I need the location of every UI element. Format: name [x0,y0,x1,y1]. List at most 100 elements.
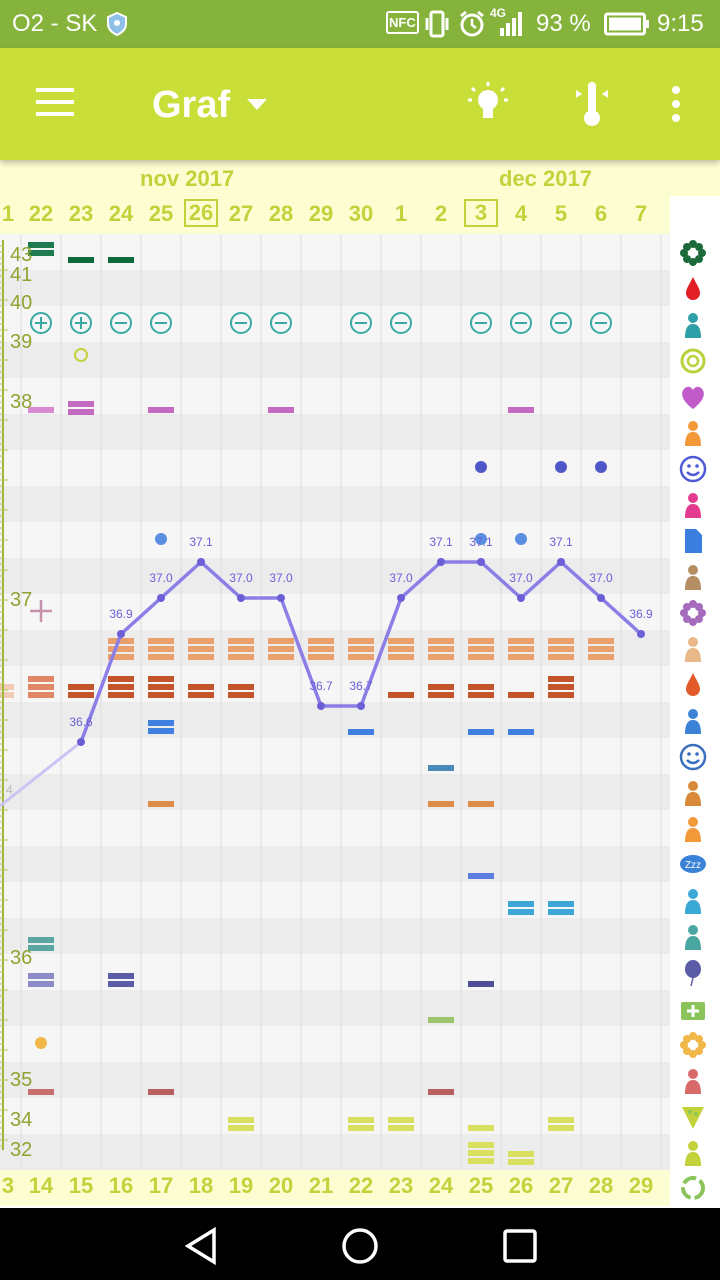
day-top-2[interactable]: 23 [68,201,94,226]
day-top-9[interactable]: 30 [348,201,374,226]
screen-title[interactable]: Graf [152,84,231,126]
minus-circle-icon [470,312,492,334]
back-pain-icon[interactable] [678,778,708,808]
day-top-0[interactable]: 1 [1,201,15,226]
day-top-12[interactable]: 3 [464,199,498,227]
day-top-16[interactable]: 7 [634,201,648,226]
day-top-1[interactable]: 22 [28,201,54,226]
month-label-dec: dec 2017 [499,166,592,191]
overflow-menu-icon[interactable] [668,84,684,129]
day-bottom-2[interactable]: 15 [68,1173,94,1198]
day-bottom-7[interactable]: 20 [268,1173,294,1198]
woman-icon[interactable] [678,814,708,844]
day-bottom-15[interactable]: 28 [588,1173,614,1198]
pizza-icon[interactable] [678,1102,708,1132]
day-top-11[interactable]: 2 [434,201,448,226]
day-top-15[interactable]: 6 [594,201,608,226]
symptom-bar [228,684,254,690]
temp-point-label: 36.7 [349,679,373,693]
document-icon[interactable] [678,526,708,556]
menu-icon[interactable] [34,86,78,123]
figure-icon[interactable] [678,1066,708,1096]
symptom-bar [148,676,174,682]
day-top-13[interactable]: 4 [514,201,528,226]
symptom-bar [28,981,54,987]
day-bottom-14[interactable]: 27 [548,1173,574,1198]
symptom-bar [468,981,494,987]
day-bottom-11[interactable]: 24 [428,1173,454,1198]
symptom-bar [508,909,534,915]
dot-mark [555,461,567,473]
recents-icon[interactable] [500,1226,540,1271]
smiley-icon[interactable] [678,454,708,484]
row-stripe [0,306,670,342]
temp-axis-label: 36 [10,947,32,969]
sleep-icon[interactable]: Zzz [678,850,708,880]
blood-drop-icon[interactable] [678,274,708,304]
couple-icon[interactable] [678,922,708,952]
mood-face-icon[interactable] [678,742,708,772]
symptom-bar [108,646,134,652]
day-bottom-0[interactable]: 3 [1,1173,15,1198]
balloon-icon[interactable] [678,958,708,988]
symptom-bar [428,1017,454,1023]
symptom-bar [468,801,494,807]
pregnancy-test-icon[interactable] [678,562,708,592]
heart-icon[interactable] [678,382,708,412]
day-bottom-6[interactable]: 19 [228,1173,254,1198]
symptom-bar [348,654,374,660]
allergy-flower-icon[interactable] [678,1030,708,1060]
day-top-14[interactable]: 5 [554,201,568,226]
day-top-10[interactable]: 1 [394,201,408,226]
day-bottom-10[interactable]: 23 [388,1173,414,1198]
splash-icon[interactable] [678,310,708,340]
day-top-6[interactable]: 27 [228,201,254,226]
temp-point [117,630,125,638]
day-bottom-9[interactable]: 22 [348,1173,374,1198]
symptom-bar [388,692,414,698]
breast-icon[interactable] [678,634,708,664]
row-stripe [0,414,670,450]
temp-point [437,558,445,566]
sparkle-flower-icon[interactable] [678,598,708,628]
day-bottom-4[interactable]: 17 [148,1173,174,1198]
pill-bottle-icon[interactable] [678,418,708,448]
drop-icon[interactable] [678,670,708,700]
flower-icon[interactable] [678,238,708,268]
minus-circle-icon [590,312,612,334]
day-bottom-5[interactable]: 18 [188,1173,214,1198]
day-top-7[interactable]: 28 [268,201,294,226]
cake-icon[interactable] [678,886,708,916]
day-top-4[interactable]: 25 [148,201,174,226]
day-bottom-16[interactable]: 29 [628,1173,654,1198]
faint-label: 4 [6,783,13,797]
symptom-bar [428,765,454,771]
day-row-bottom: 3 14 15 16 17 18 19 20 21 22 23 24 25 26 27 28 29 [0,1168,670,1206]
sofa-icon[interactable] [678,1138,708,1168]
day-bottom-12[interactable]: 25 [468,1173,494,1198]
medkit-icon[interactable] [678,994,708,1024]
dot-mark [155,533,167,545]
day-bottom-1[interactable]: 14 [28,1173,54,1198]
day-top-8[interactable]: 29 [308,201,334,226]
symptom-bar [548,676,574,682]
cramps-icon[interactable] [678,706,708,736]
day-top-5[interactable]: 26 [184,199,218,227]
ring-icon[interactable] [678,346,708,376]
day-bottom-13[interactable]: 26 [508,1173,534,1198]
day-top-3[interactable]: 24 [108,201,134,226]
temp-point-label: 37.1 [189,535,213,549]
symptom-bar [188,654,214,660]
home-icon[interactable] [340,1226,380,1271]
back-icon[interactable] [182,1226,222,1271]
symptom-bar [428,654,454,660]
day-bottom-3[interactable]: 16 [108,1173,134,1198]
ovulation-test-icon[interactable] [678,490,708,520]
plus-mark [30,600,52,622]
chevron-down-icon[interactable] [246,98,268,117]
lightbulb-icon[interactable] [464,80,512,133]
day-bottom-8[interactable]: 21 [308,1173,334,1198]
refresh-cycle-icon[interactable] [679,1174,707,1207]
thermometer-icon[interactable] [574,78,610,135]
